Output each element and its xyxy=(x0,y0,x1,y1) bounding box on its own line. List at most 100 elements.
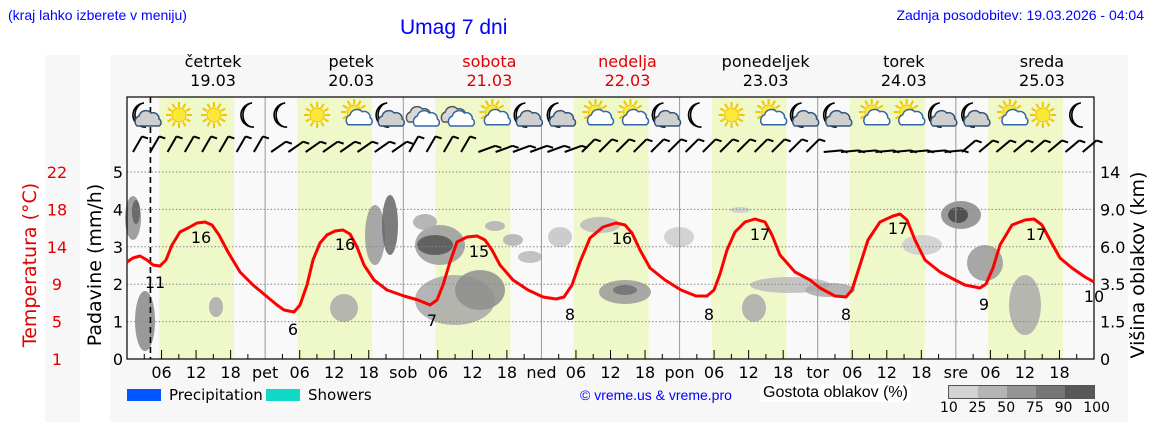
cloud-height-tick: 6.0 xyxy=(1100,238,1125,257)
hour-tick: 06 xyxy=(566,363,586,382)
sun-icon xyxy=(201,102,227,128)
day-short-tick: pet xyxy=(252,363,278,382)
sun-cloud-icon xyxy=(341,99,373,126)
moon-cloud-icon xyxy=(927,102,958,128)
day-short-tick: sre xyxy=(944,363,968,382)
temperature-extremum-label: 17 xyxy=(888,219,908,238)
day-date: 23.03 xyxy=(742,71,789,90)
hour-tick: 18 xyxy=(359,363,379,382)
day-date: 19.03 xyxy=(190,71,236,90)
moon-cloud-icon xyxy=(375,102,405,128)
hour-tick: 12 xyxy=(1015,363,1035,382)
hour-tick: 12 xyxy=(186,363,206,382)
moon-icon xyxy=(240,102,255,128)
density-tick: 25 xyxy=(968,400,987,416)
copyright-link[interactable]: © vreme.us & vreme.pro xyxy=(580,387,732,403)
day-header: sobota 21.03 xyxy=(420,52,558,90)
sun-cloud-icon xyxy=(479,99,512,126)
density-tick: 90 xyxy=(1054,400,1073,416)
temperature-extremum-label: 16 xyxy=(191,228,211,247)
showers-swatch xyxy=(266,389,300,401)
sun-cloud-icon xyxy=(582,99,615,126)
hour-tick: 18 xyxy=(1049,363,1069,382)
sun-icon xyxy=(304,102,331,128)
cloud-density-scale xyxy=(948,385,1095,399)
cloud-height-tick: 14 xyxy=(1100,163,1120,182)
moon-icon xyxy=(687,102,702,128)
density-tick: 75 xyxy=(1025,400,1044,416)
day-header: torek 24.03 xyxy=(835,52,973,90)
sun-cloud-icon xyxy=(893,99,926,126)
moon-icon xyxy=(273,102,288,128)
sun-icon xyxy=(718,102,745,128)
moon-cloud-icon xyxy=(513,102,544,128)
day-header: četrtek 19.03 xyxy=(144,52,282,90)
last-updated: Zadnja posodobitev: 19.03.2026 - 04:04 xyxy=(896,7,1144,23)
precipitation-tick: 3 xyxy=(113,238,123,257)
page-title: Umag 7 dni xyxy=(400,16,508,39)
day-date: 24.03 xyxy=(880,71,927,90)
sun-icon xyxy=(166,102,192,128)
day-name: petek xyxy=(328,52,374,71)
temperature-axis-panel xyxy=(45,55,80,422)
moon-cloud-icon xyxy=(789,102,820,128)
legend-showers: Showers xyxy=(266,386,372,404)
moon-cloud-icon xyxy=(961,102,991,128)
day-short-tick: tor xyxy=(806,363,829,382)
day-header: ponedeljek 23.03 xyxy=(697,52,835,90)
temperature-extremum-label: 8 xyxy=(565,305,575,324)
day-name: ponedeljek xyxy=(721,52,810,71)
hour-tick: 12 xyxy=(324,363,344,382)
precipitation-tick: 1 xyxy=(113,313,123,332)
day-date: 20.03 xyxy=(328,71,375,90)
hour-tick: 18 xyxy=(635,363,655,382)
cloud-height-tick: 0 xyxy=(1100,350,1110,369)
sun-cloud-icon xyxy=(858,99,891,126)
cloud-height-axis-title: Višina oblakov (km) xyxy=(1127,172,1149,359)
hour-tick: 12 xyxy=(877,363,897,382)
day-name: sobota xyxy=(462,52,517,71)
precipitation-tick: 0 xyxy=(113,350,123,369)
hour-tick: 12 xyxy=(738,363,758,382)
moon-cloud-icon xyxy=(651,102,682,128)
temperature-tick: 9 xyxy=(52,275,62,294)
hour-tick: 06 xyxy=(428,363,448,382)
temperature-extremum-label: 16 xyxy=(335,235,355,254)
temperature-extremum-label: 8 xyxy=(841,305,851,324)
temperature-axis-title: Temperatura (°C) xyxy=(19,183,41,348)
cloud-height-tick: 3.5 xyxy=(1100,275,1125,294)
showers-label: Showers xyxy=(308,386,372,404)
precipitation-swatch xyxy=(127,389,161,401)
weather-icons xyxy=(132,99,1083,128)
temperature-extremum-label: 17 xyxy=(1026,225,1046,244)
day-name: nedelja xyxy=(598,52,657,71)
day-date: 22.03 xyxy=(604,71,651,90)
hour-tick: 06 xyxy=(980,363,1000,382)
temperature-tick: 22 xyxy=(47,163,67,182)
density-tick: 10 xyxy=(940,400,958,416)
hour-tick: 18 xyxy=(220,363,240,382)
temperature-tick: 1 xyxy=(52,350,62,369)
sun-cloud-icon xyxy=(617,99,650,126)
temperature-extremum-label: 15 xyxy=(469,242,489,261)
temperature-tick: 18 xyxy=(47,200,67,219)
sun-cloud-icon xyxy=(755,99,788,126)
precipitation-tick: 5 xyxy=(113,163,123,182)
sun-icon xyxy=(1029,102,1056,128)
temperature-extremum-label: 10 xyxy=(1084,287,1104,306)
day-date: 25.03 xyxy=(1019,71,1065,90)
hour-tick: 12 xyxy=(600,363,620,382)
hour-tick: 06 xyxy=(842,363,862,382)
moon-cloud-icon xyxy=(132,102,162,128)
moon-icon xyxy=(1069,102,1083,128)
precipitation-tick: 2 xyxy=(113,275,123,294)
precipitation-axis-title: Padavine (mm/h) xyxy=(84,184,106,347)
cloud-height-tick: 9.0 xyxy=(1100,200,1125,219)
clouds-icon xyxy=(405,105,441,127)
day-short-tick: sob xyxy=(389,363,417,382)
cloud-density-ticks: 10 25 50 75 90 100 xyxy=(940,400,1110,416)
day-short-tick: ned xyxy=(526,363,556,382)
day-header: petek 20.03 xyxy=(282,52,420,90)
temperature-extremum-label: 16 xyxy=(612,229,632,248)
density-tick: 100 xyxy=(1083,400,1110,416)
